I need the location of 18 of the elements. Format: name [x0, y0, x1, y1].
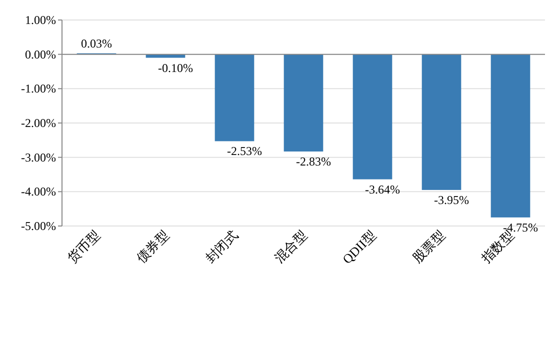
x-tick-label: 封闭式 [202, 228, 241, 266]
x-tick-label: 股票型 [409, 228, 448, 266]
data-label: -0.10% [158, 60, 193, 75]
y-tick-label: -1.00% [21, 82, 56, 96]
x-tick-label: 混合型 [271, 228, 310, 266]
y-tick-label: 1.00% [25, 13, 56, 27]
x-tick-label: 债券型 [133, 228, 172, 266]
y-tick-label: -5.00% [21, 219, 56, 233]
y-tick-label: -3.00% [21, 150, 56, 164]
data-label: -2.83% [296, 154, 331, 168]
data-label: -2.53% [227, 144, 262, 158]
x-tick-label: 货币型 [64, 228, 103, 266]
y-tick-label: 0.00% [25, 47, 56, 62]
data-label: -3.95% [434, 192, 469, 207]
y-tick-label: -4.00% [21, 184, 56, 199]
data-label: 0.03% [81, 36, 112, 50]
data-label: -3.64% [365, 182, 400, 196]
y-tick-label: -2.00% [21, 116, 56, 130]
